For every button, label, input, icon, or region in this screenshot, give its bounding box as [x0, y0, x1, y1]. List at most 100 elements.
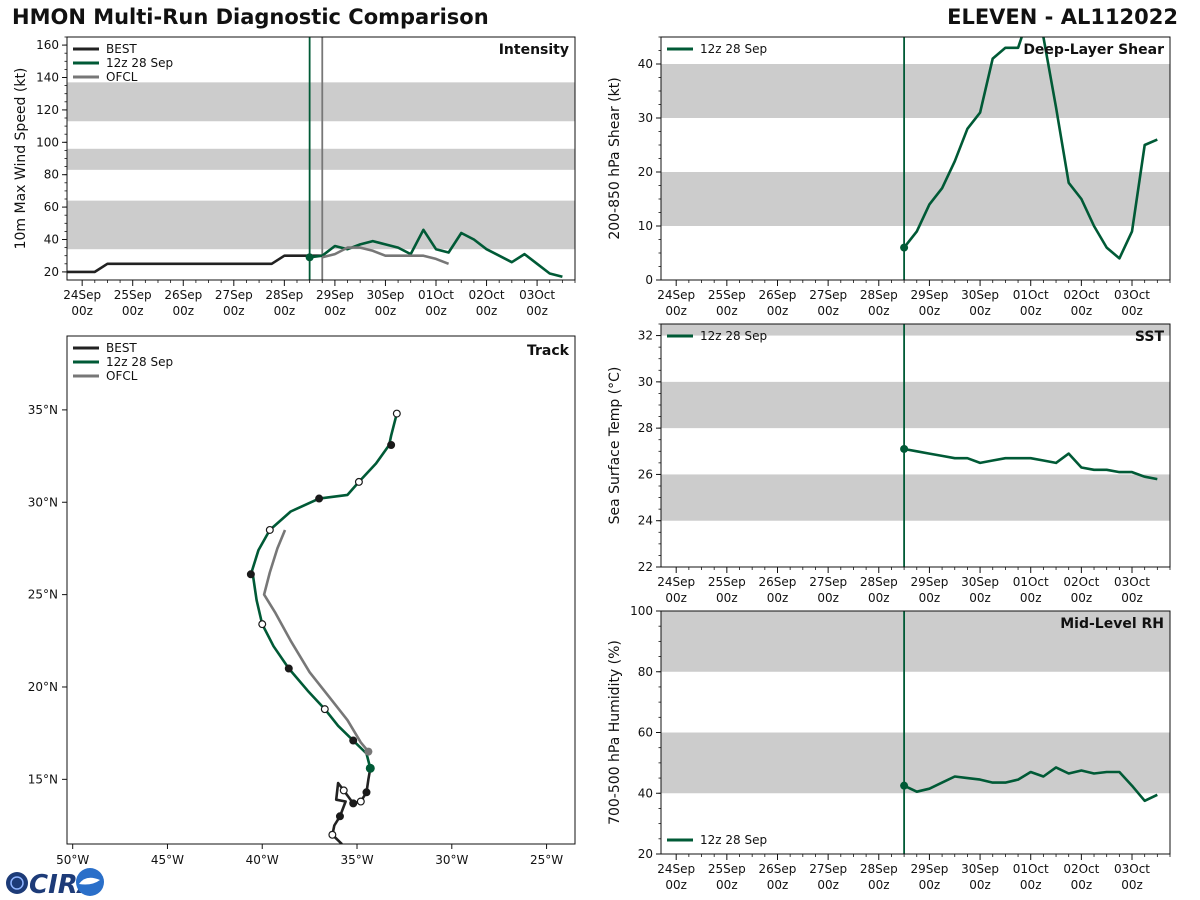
- x-tick-sublabel: 00z: [919, 878, 941, 892]
- lon-tick-label: 30°W: [435, 853, 468, 867]
- legend-label-ofcl: OFCL: [106, 70, 138, 84]
- panel-title: Deep-Layer Shear: [1023, 42, 1164, 58]
- lon-tick-label: 45°W: [151, 853, 184, 867]
- legend-label-ofcl: OFCL: [106, 369, 138, 383]
- track-marker-run: [258, 620, 267, 629]
- x-tick-sublabel: 00z: [969, 304, 991, 318]
- plot-frame: [660, 323, 1171, 568]
- x-tick-sublabel: 00z: [919, 304, 941, 318]
- x-tick-label: 30Sep: [961, 288, 999, 302]
- map-area: [67, 336, 575, 844]
- lon-tick-label: 40°W: [246, 853, 279, 867]
- x-tick-label: 24Sep: [657, 862, 695, 876]
- x-tick-sublabel: 00z: [425, 304, 447, 318]
- y-tick-label: 24: [638, 514, 653, 528]
- x-tick-label: 30Sep: [961, 862, 999, 876]
- legend-label-run: 12z 28 Sep: [106, 56, 173, 70]
- x-tick-label: 29Sep: [910, 575, 948, 589]
- x-tick-sublabel: 00z: [868, 878, 890, 892]
- x-tick-label: 03Oct: [519, 288, 555, 302]
- x-tick-label: 27Sep: [215, 288, 253, 302]
- track-marker-run: [349, 736, 358, 745]
- x-tick-sublabel: 00z: [1071, 304, 1093, 318]
- panel-title: Intensity: [499, 42, 569, 58]
- y-tick-label: 120: [36, 103, 59, 117]
- x-tick-label: 27Sep: [809, 862, 847, 876]
- x-tick-label: 28Sep: [265, 288, 303, 302]
- x-tick-label: 02Oct: [1063, 862, 1099, 876]
- x-tick-label: 03Oct: [1114, 575, 1150, 589]
- x-tick-label: 29Sep: [316, 288, 354, 302]
- x-tick-sublabel: 00z: [817, 878, 839, 892]
- y-tick-label: 40: [638, 786, 653, 800]
- y-tick-label: 140: [36, 71, 59, 85]
- x-tick-label: 27Sep: [809, 575, 847, 589]
- x-tick-label: 02Oct: [1063, 575, 1099, 589]
- panel-sst: 22 24 26 28 30 32 24Sep 00z 25Sep 00z 26Sep 00z 27Se…: [607, 323, 1171, 605]
- legend-label-run: 12z 28 Sep: [700, 329, 767, 343]
- y-tick-label: 100: [630, 604, 653, 618]
- current-position-point: [365, 763, 375, 773]
- x-tick-label: 26Sep: [164, 288, 202, 302]
- y-tick-label: 22: [638, 560, 653, 574]
- track-marker-best: [356, 797, 365, 806]
- threshold-band: [661, 732, 1170, 794]
- ofcl-start-point: [364, 747, 373, 756]
- x-tick-sublabel: 00z: [375, 304, 397, 318]
- x-tick-label: 24Sep: [657, 575, 695, 589]
- threshold-band: [67, 148, 575, 170]
- x-tick-label: 26Sep: [759, 575, 797, 589]
- x-tick-sublabel: 00z: [868, 304, 890, 318]
- map-frame: [66, 335, 576, 845]
- legend-label-best: BEST: [106, 341, 137, 355]
- y-tick-label: 26: [638, 467, 653, 481]
- series-line-run: [903, 37, 1158, 260]
- plot-area: [661, 324, 1170, 567]
- plot-inner: [661, 611, 1170, 854]
- plot-inner: [661, 324, 1170, 567]
- y-tick-label: 20: [44, 265, 59, 279]
- x-tick-sublabel: 00z: [665, 878, 687, 892]
- threshold-band: [661, 172, 1170, 226]
- x-tick-label: 25Sep: [708, 288, 746, 302]
- x-tick-label: 29Sep: [910, 288, 948, 302]
- init-point: [305, 253, 314, 262]
- y-tick-label: 0: [645, 273, 653, 287]
- lon-tick-label: 25°W: [530, 853, 563, 867]
- x-tick-sublabel: 00z: [1121, 878, 1143, 892]
- x-tick-label: 02Oct: [1063, 288, 1099, 302]
- map-inner: [246, 409, 401, 844]
- x-tick-sublabel: 00z: [1071, 878, 1093, 892]
- panel-rh: 20 40 60 80 100 24Sep 00z 25Sep 00z 26Sep 00z 27Sep…: [607, 604, 1171, 892]
- panel-intensity: 20 40 60 80 100 120 140 160 24Sep 00z 25Sep 00z 26Se…: [13, 36, 576, 318]
- y-tick-label: 60: [638, 726, 653, 740]
- x-tick-label: 03Oct: [1114, 288, 1150, 302]
- x-tick-sublabel: 00z: [716, 304, 738, 318]
- y-tick-label: 20: [638, 847, 653, 861]
- y-tick-label: 30: [638, 111, 653, 125]
- lat-tick-label: 20°N: [28, 680, 58, 694]
- threshold-band: [661, 381, 1170, 429]
- x-tick-label: 01Oct: [1013, 862, 1049, 876]
- x-tick-sublabel: 00z: [172, 304, 194, 318]
- panel-title: Mid-Level RH: [1060, 616, 1164, 632]
- figure-title: HMON Multi-Run Diagnostic Comparison: [12, 5, 489, 29]
- y-tick-label: 80: [44, 168, 59, 182]
- x-tick-label: 30Sep: [961, 575, 999, 589]
- lat-tick-label: 25°N: [28, 588, 58, 602]
- y-tick-label: 20: [638, 165, 653, 179]
- x-tick-sublabel: 00z: [71, 304, 93, 318]
- x-tick-sublabel: 00z: [1071, 591, 1093, 605]
- x-tick-sublabel: 00z: [1020, 591, 1042, 605]
- track-marker-run: [246, 570, 255, 579]
- series-line-run: [903, 766, 1158, 803]
- x-tick-label: 24Sep: [657, 288, 695, 302]
- track-marker-best: [335, 812, 344, 821]
- y-tick-label: 32: [638, 329, 653, 343]
- x-tick-label: 26Sep: [759, 862, 797, 876]
- logo-globe-icon: [6, 872, 28, 894]
- x-tick-sublabel: 00z: [665, 304, 687, 318]
- y-tick-label: 100: [36, 135, 59, 149]
- legend-label-run: 12z 28 Sep: [106, 355, 173, 369]
- x-tick-sublabel: 00z: [716, 591, 738, 605]
